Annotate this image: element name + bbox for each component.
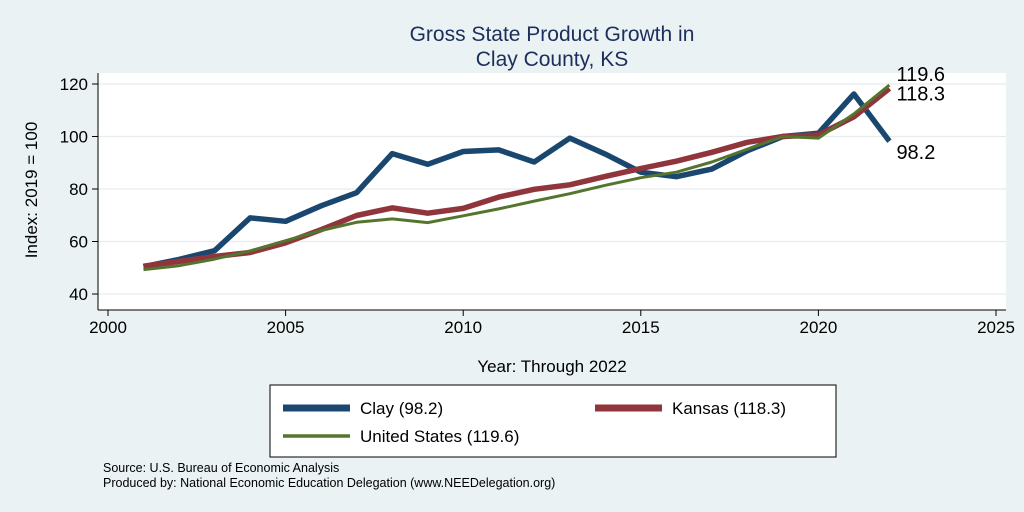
end-label-kansas: 118.3 [896, 83, 945, 105]
legend: Clay (98.2) Kansas (118.3) United States… [269, 384, 837, 458]
y-tick-label: 120 [60, 75, 88, 94]
plot-area [98, 73, 1006, 310]
end-label-united-states: 119.6 [896, 64, 945, 86]
legend-box [269, 384, 837, 458]
x-tick-label: 2000 [89, 318, 127, 337]
y-tick-label: 40 [69, 285, 88, 304]
y-ticks: 40 60 80 100 120 [60, 75, 98, 304]
x-tick-label: 2005 [267, 318, 305, 337]
y-tick-label: 100 [60, 128, 88, 147]
series-line-united-states [143, 83, 891, 272]
chart-title-line-1: Gross State Product Growth in [410, 23, 695, 46]
x-tick-label: 2025 [977, 318, 1015, 337]
y-tick-label: 60 [69, 233, 88, 252]
y-tick-label: 80 [69, 180, 88, 199]
x-tick-label: 2010 [444, 318, 482, 337]
legend-label-clay: Clay (98.2) [360, 399, 443, 418]
axes [97, 73, 1006, 311]
end-label-clay: 98.2 [896, 142, 935, 164]
produced-by-note: Produced by: National Economic Education… [103, 476, 555, 490]
source-note: Source: U.S. Bureau of Economic Analysis [103, 461, 339, 475]
legend-label-united-states: United States (119.6) [360, 427, 519, 446]
y-axis-label: Index: 2019 = 100 [22, 122, 41, 259]
x-tick-label: 2020 [799, 318, 837, 337]
series-line-kansas [143, 86, 892, 269]
chart-title-line-2: Clay County, KS [476, 48, 629, 71]
x-tick-label: 2015 [622, 318, 660, 337]
series-lines [142, 83, 892, 272]
x-ticks: 2000 2005 2010 2015 2020 2025 [89, 310, 1015, 337]
legend-label-kansas: Kansas (118.3) [672, 399, 786, 418]
x-axis-label: Year: Through 2022 [477, 357, 626, 376]
